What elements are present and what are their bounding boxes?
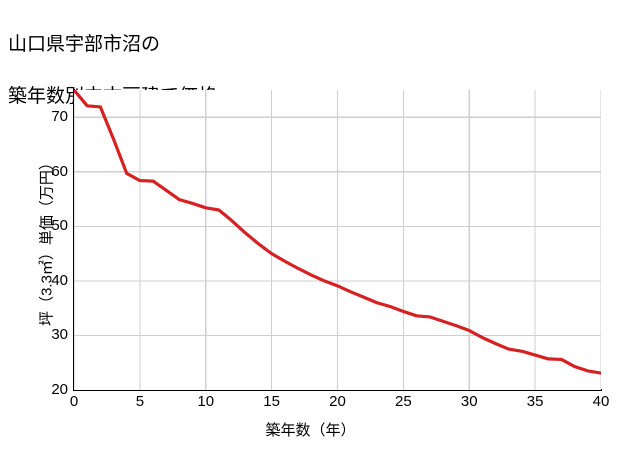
x-tick-label-30: 30 bbox=[460, 393, 478, 410]
plot-area bbox=[74, 90, 601, 390]
grid-lines bbox=[74, 90, 601, 390]
x-tick-label-0: 0 bbox=[69, 393, 79, 410]
chart-title-line-1: 山口県宇部市沼の bbox=[8, 34, 161, 55]
x-axis-spine bbox=[73, 389, 602, 391]
y-tick-label-40: 40 bbox=[51, 271, 68, 289]
x-tick-label-5: 5 bbox=[135, 393, 145, 410]
y-tick-label-20: 20 bbox=[51, 381, 68, 398]
y-tick-label-50: 50 bbox=[51, 217, 68, 235]
y-axis-label: 坪（3.3㎡）単価（万円） bbox=[38, 155, 56, 326]
x-axis-label: 築年数（年） bbox=[265, 422, 356, 439]
y-tick-label-70: 70 bbox=[51, 108, 68, 126]
x-tick-label-40: 40 bbox=[592, 393, 610, 410]
x-tick-label-15: 15 bbox=[263, 393, 280, 410]
series-line-path bbox=[74, 90, 601, 373]
x-tick-label-25: 25 bbox=[395, 393, 412, 410]
x-tick-label-35: 35 bbox=[526, 393, 544, 410]
y-tick-label-60: 60 bbox=[51, 162, 68, 180]
x-tick-label-10: 10 bbox=[197, 393, 215, 410]
price-line-series bbox=[74, 90, 601, 390]
y-tick-label-30: 30 bbox=[51, 326, 68, 344]
x-tick-label-20: 20 bbox=[329, 393, 346, 410]
